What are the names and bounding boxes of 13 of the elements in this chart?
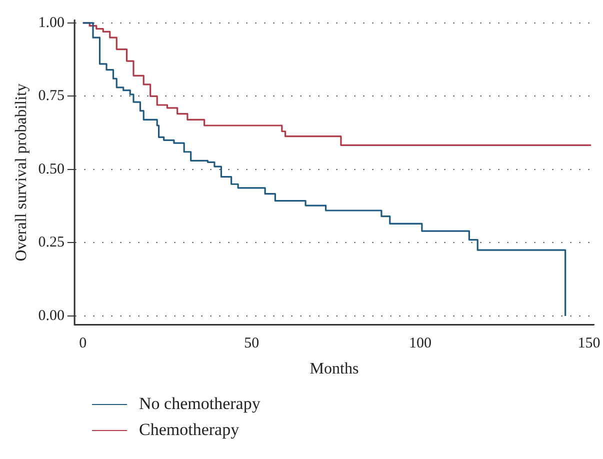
y-tick-label: 0.25	[38, 234, 64, 251]
x-tick-label: 150	[578, 336, 600, 352]
y-tick-label: 0.00	[38, 308, 64, 324]
legend-label: Chemotherapy	[139, 420, 240, 440]
y-tick-label: 1.00	[38, 14, 64, 31]
y-tick-label: 0.75	[38, 88, 64, 104]
legend-label: No chemotherapy	[139, 394, 260, 414]
x-tick-label: 100	[409, 336, 432, 352]
x-tick-label: 50	[244, 336, 260, 352]
y-tick-label: 0.50	[38, 161, 64, 178]
y-axis-title: Overall survival probability	[12, 84, 30, 262]
x-axis-title: Months	[310, 360, 359, 378]
x-tick-label: 0	[79, 336, 87, 352]
